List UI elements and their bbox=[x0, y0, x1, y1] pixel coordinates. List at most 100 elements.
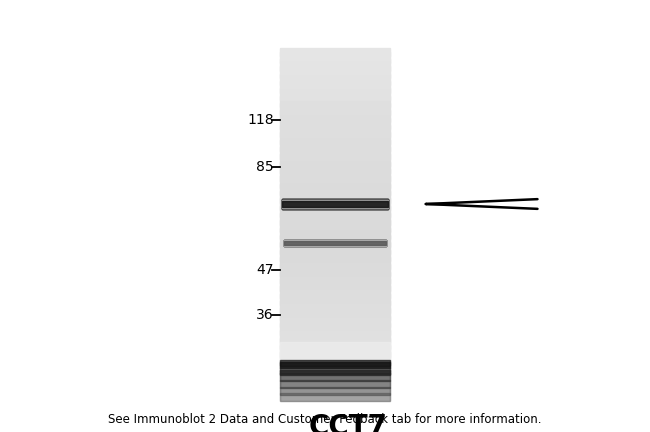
Bar bbox=[282, 200, 388, 208]
Bar bbox=[280, 51, 390, 52]
Bar bbox=[280, 236, 390, 238]
Bar bbox=[280, 178, 390, 180]
Bar bbox=[280, 73, 390, 75]
Bar bbox=[280, 165, 390, 166]
Bar bbox=[280, 147, 390, 149]
Bar bbox=[280, 291, 390, 292]
Bar bbox=[284, 241, 386, 245]
Bar bbox=[280, 250, 390, 251]
Bar bbox=[280, 308, 390, 309]
Bar bbox=[280, 152, 390, 153]
Bar bbox=[280, 335, 390, 336]
Bar bbox=[280, 199, 390, 201]
Bar bbox=[280, 383, 390, 384]
Bar bbox=[280, 328, 390, 329]
Bar bbox=[280, 301, 390, 302]
Bar bbox=[280, 381, 390, 383]
Bar bbox=[280, 392, 390, 394]
Bar bbox=[280, 245, 390, 247]
Bar bbox=[280, 373, 390, 381]
Bar bbox=[280, 259, 390, 260]
Bar bbox=[280, 220, 390, 222]
Bar bbox=[280, 373, 390, 374]
Bar bbox=[280, 229, 390, 231]
Bar bbox=[280, 349, 390, 350]
Bar bbox=[280, 280, 390, 281]
Bar bbox=[280, 208, 390, 210]
Bar bbox=[282, 199, 388, 209]
Bar bbox=[280, 194, 390, 195]
Bar bbox=[280, 79, 390, 81]
Bar bbox=[282, 200, 388, 208]
Bar bbox=[280, 155, 390, 156]
Bar bbox=[280, 197, 390, 199]
Bar bbox=[280, 224, 390, 226]
Bar bbox=[280, 359, 390, 360]
Bar bbox=[280, 304, 390, 305]
Bar bbox=[284, 240, 386, 246]
Bar bbox=[280, 133, 390, 135]
Bar bbox=[280, 80, 390, 82]
Bar bbox=[280, 397, 390, 399]
Bar bbox=[280, 330, 390, 331]
Bar bbox=[280, 118, 390, 120]
Bar bbox=[280, 138, 390, 139]
Bar bbox=[280, 140, 390, 141]
Bar bbox=[280, 216, 390, 217]
Bar bbox=[280, 229, 390, 230]
Bar bbox=[280, 314, 390, 315]
Bar bbox=[280, 212, 390, 213]
Bar bbox=[280, 348, 390, 349]
Bar bbox=[280, 255, 390, 256]
Bar bbox=[280, 70, 390, 71]
Bar bbox=[280, 97, 390, 98]
Bar bbox=[280, 59, 390, 60]
Bar bbox=[280, 125, 390, 127]
Bar bbox=[280, 168, 390, 169]
Bar bbox=[280, 362, 390, 364]
Bar bbox=[280, 289, 390, 290]
Bar bbox=[280, 150, 390, 152]
Bar bbox=[280, 298, 390, 299]
Bar bbox=[280, 375, 390, 376]
Bar bbox=[280, 159, 390, 160]
Bar bbox=[280, 65, 390, 66]
Bar bbox=[282, 201, 388, 207]
Bar bbox=[280, 55, 390, 57]
Bar bbox=[280, 131, 390, 132]
Bar bbox=[280, 145, 390, 146]
Bar bbox=[280, 74, 390, 76]
Bar bbox=[280, 316, 390, 318]
Bar bbox=[280, 108, 390, 109]
Bar bbox=[280, 363, 390, 365]
Bar bbox=[280, 177, 390, 178]
Bar bbox=[280, 151, 390, 152]
Bar bbox=[280, 156, 390, 158]
Bar bbox=[280, 344, 390, 345]
Bar bbox=[280, 118, 390, 119]
Bar bbox=[280, 283, 390, 284]
Bar bbox=[280, 288, 390, 289]
Bar bbox=[284, 241, 386, 245]
Bar bbox=[280, 162, 390, 164]
Bar bbox=[284, 241, 386, 245]
Bar bbox=[280, 83, 390, 85]
Bar bbox=[280, 330, 390, 332]
Bar bbox=[280, 251, 390, 253]
Bar bbox=[282, 200, 388, 208]
Bar bbox=[280, 213, 390, 215]
Bar bbox=[280, 391, 390, 392]
Bar bbox=[280, 185, 390, 187]
Bar bbox=[280, 184, 390, 185]
Bar bbox=[280, 369, 390, 371]
Bar bbox=[280, 372, 390, 373]
Bar bbox=[280, 261, 390, 262]
Bar bbox=[280, 368, 390, 369]
Bar bbox=[280, 156, 390, 157]
Bar bbox=[280, 262, 390, 263]
Bar bbox=[280, 310, 390, 311]
Bar bbox=[280, 135, 390, 137]
Bar bbox=[280, 172, 390, 174]
Bar bbox=[280, 322, 390, 323]
Bar bbox=[280, 275, 390, 276]
